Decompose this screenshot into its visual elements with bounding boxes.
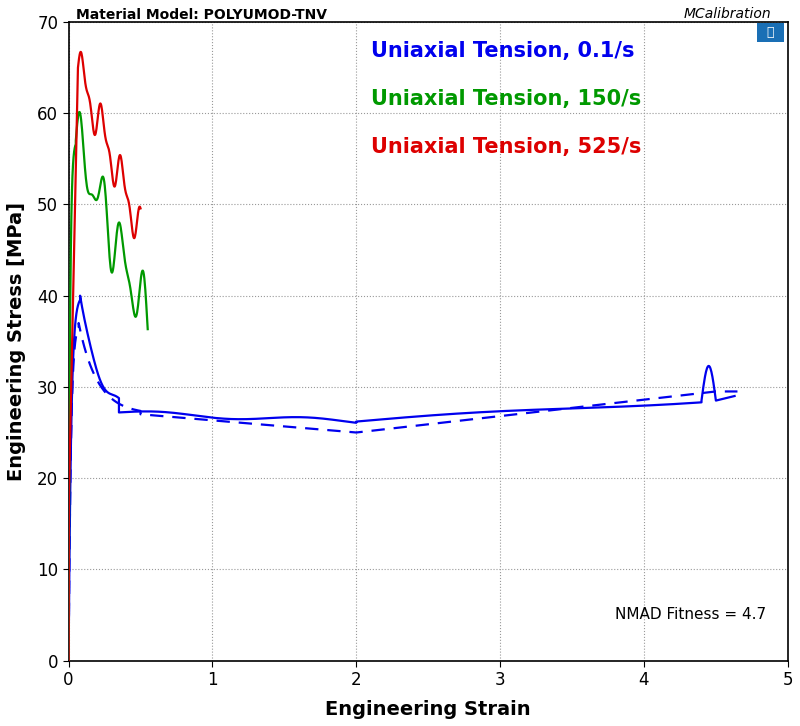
Y-axis label: Engineering Stress [MPa]: Engineering Stress [MPa] — [7, 202, 26, 481]
X-axis label: Engineering Strain: Engineering Strain — [326, 700, 531, 719]
FancyBboxPatch shape — [757, 23, 784, 43]
Text: Material Model: POLYUMOD-TNV: Material Model: POLYUMOD-TNV — [76, 8, 326, 22]
Text: Uniaxial Tension, 525/s: Uniaxial Tension, 525/s — [370, 137, 641, 157]
Text: Uniaxial Tension, 0.1/s: Uniaxial Tension, 0.1/s — [370, 41, 634, 61]
Text: NMAD Fitness = 4.7: NMAD Fitness = 4.7 — [615, 607, 766, 622]
Text: MCalibration: MCalibration — [683, 7, 771, 21]
Text: Uniaxial Tension, 150/s: Uniaxial Tension, 150/s — [370, 89, 641, 109]
Text: ⟋: ⟋ — [766, 26, 774, 39]
